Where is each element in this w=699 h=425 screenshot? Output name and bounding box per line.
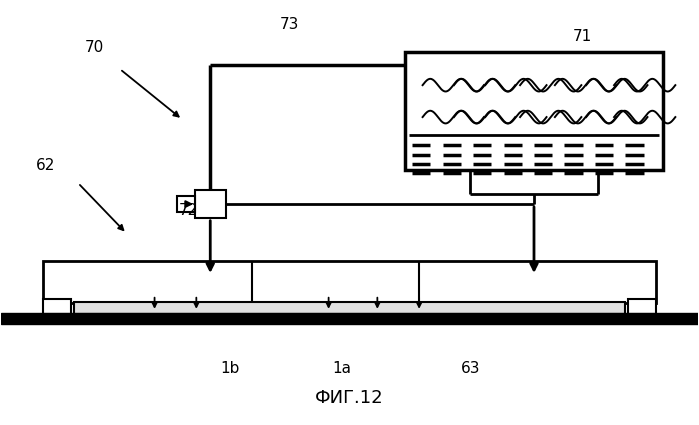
Bar	[177, 196, 194, 212]
Text: 63: 63	[461, 361, 480, 376]
Text: 1a: 1a	[332, 361, 351, 376]
Bar	[628, 299, 656, 314]
Text: ФИГ.12: ФИГ.12	[315, 389, 384, 407]
Bar	[43, 261, 656, 303]
Bar	[75, 302, 624, 314]
Text: 72: 72	[179, 203, 199, 218]
Bar	[43, 299, 71, 314]
Bar	[405, 52, 663, 170]
Text: 1b: 1b	[221, 361, 240, 376]
Text: 73: 73	[280, 17, 299, 32]
Text: 70: 70	[85, 40, 104, 55]
Bar	[194, 190, 226, 218]
Bar	[1, 312, 698, 324]
Text: 62: 62	[36, 158, 56, 173]
Text: 71: 71	[572, 29, 591, 45]
